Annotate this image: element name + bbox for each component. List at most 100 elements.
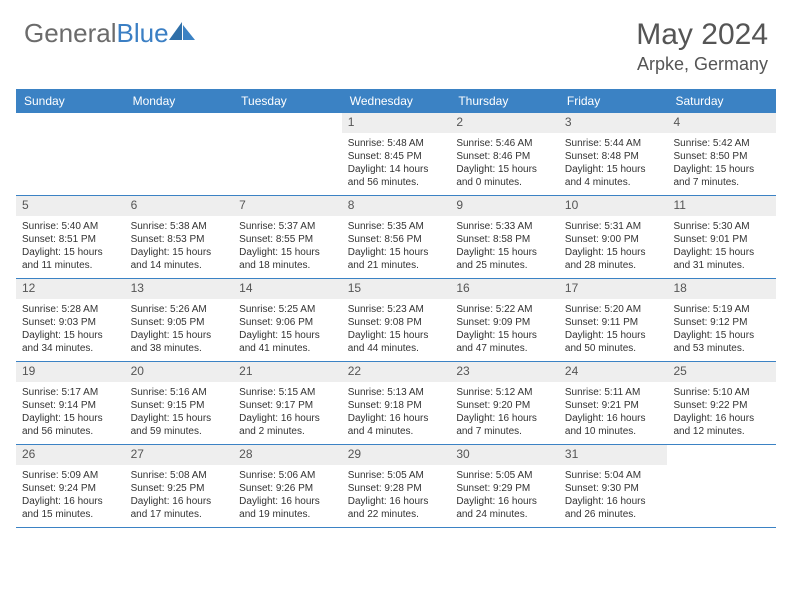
calendar-cell: 11Sunrise: 5:30 AMSunset: 9:01 PMDayligh… (667, 196, 776, 278)
calendar-cell: 12Sunrise: 5:28 AMSunset: 9:03 PMDayligh… (16, 279, 125, 361)
daylight-text: Daylight: 15 hours and 59 minutes. (131, 412, 228, 438)
day-number: 10 (559, 196, 668, 216)
day-number: 30 (450, 445, 559, 465)
sunset-text: Sunset: 9:03 PM (22, 316, 119, 329)
sunset-text: Sunset: 9:29 PM (456, 482, 553, 495)
sunrise-text: Sunrise: 5:16 AM (131, 386, 228, 399)
daylight-text: Daylight: 15 hours and 50 minutes. (565, 329, 662, 355)
daylight-text: Daylight: 15 hours and 38 minutes. (131, 329, 228, 355)
cell-body: Sunrise: 5:23 AMSunset: 9:08 PMDaylight:… (342, 301, 451, 359)
cell-body: Sunrise: 5:05 AMSunset: 9:28 PMDaylight:… (342, 467, 451, 525)
day-number: 23 (450, 362, 559, 382)
sunset-text: Sunset: 9:20 PM (456, 399, 553, 412)
day-number: 28 (233, 445, 342, 465)
day-number: 19 (16, 362, 125, 382)
daylight-text: Daylight: 15 hours and 11 minutes. (22, 246, 119, 272)
sunrise-text: Sunrise: 5:11 AM (565, 386, 662, 399)
cell-body: Sunrise: 5:20 AMSunset: 9:11 PMDaylight:… (559, 301, 668, 359)
day-number: 14 (233, 279, 342, 299)
calendar-cell: 17Sunrise: 5:20 AMSunset: 9:11 PMDayligh… (559, 279, 668, 361)
daylight-text: Daylight: 15 hours and 47 minutes. (456, 329, 553, 355)
calendar-cell: 16Sunrise: 5:22 AMSunset: 9:09 PMDayligh… (450, 279, 559, 361)
daylight-text: Daylight: 15 hours and 0 minutes. (456, 163, 553, 189)
sunset-text: Sunset: 8:48 PM (565, 150, 662, 163)
sail-icon (169, 20, 195, 40)
sunset-text: Sunset: 8:53 PM (131, 233, 228, 246)
sunset-text: Sunset: 9:22 PM (673, 399, 770, 412)
calendar-cell: 18Sunrise: 5:19 AMSunset: 9:12 PMDayligh… (667, 279, 776, 361)
title-block: May 2024 Arpke, Germany (636, 18, 768, 75)
calendar-grid: Sunday Monday Tuesday Wednesday Thursday… (16, 89, 776, 528)
calendar-cell: 4Sunrise: 5:42 AMSunset: 8:50 PMDaylight… (667, 113, 776, 195)
sunrise-text: Sunrise: 5:19 AM (673, 303, 770, 316)
calendar-cell: . (667, 445, 776, 527)
day-number: 25 (667, 362, 776, 382)
sunset-text: Sunset: 9:21 PM (565, 399, 662, 412)
sunrise-text: Sunrise: 5:30 AM (673, 220, 770, 233)
sunrise-text: Sunrise: 5:13 AM (348, 386, 445, 399)
calendar-cell: 8Sunrise: 5:35 AMSunset: 8:56 PMDaylight… (342, 196, 451, 278)
day-number: 13 (125, 279, 234, 299)
day-number: 5 (16, 196, 125, 216)
daylight-text: Daylight: 15 hours and 21 minutes. (348, 246, 445, 272)
sunset-text: Sunset: 8:51 PM (22, 233, 119, 246)
calendar-cell: 3Sunrise: 5:44 AMSunset: 8:48 PMDaylight… (559, 113, 668, 195)
daylight-text: Daylight: 15 hours and 44 minutes. (348, 329, 445, 355)
sunset-text: Sunset: 9:08 PM (348, 316, 445, 329)
calendar-cell: . (233, 113, 342, 195)
daylight-text: Daylight: 15 hours and 28 minutes. (565, 246, 662, 272)
day-number: 3 (559, 113, 668, 133)
day-number: 15 (342, 279, 451, 299)
cell-body: Sunrise: 5:13 AMSunset: 9:18 PMDaylight:… (342, 384, 451, 442)
dow-mon: Monday (125, 89, 234, 113)
daylight-text: Daylight: 16 hours and 15 minutes. (22, 495, 119, 521)
cell-body: Sunrise: 5:31 AMSunset: 9:00 PMDaylight:… (559, 218, 668, 276)
day-number: 4 (667, 113, 776, 133)
daylight-text: Daylight: 16 hours and 7 minutes. (456, 412, 553, 438)
sunrise-text: Sunrise: 5:10 AM (673, 386, 770, 399)
calendar-cell: 30Sunrise: 5:05 AMSunset: 9:29 PMDayligh… (450, 445, 559, 527)
daylight-text: Daylight: 16 hours and 4 minutes. (348, 412, 445, 438)
cell-body: Sunrise: 5:17 AMSunset: 9:14 PMDaylight:… (16, 384, 125, 442)
sunrise-text: Sunrise: 5:22 AM (456, 303, 553, 316)
dow-sun: Sunday (16, 89, 125, 113)
cell-body: Sunrise: 5:10 AMSunset: 9:22 PMDaylight:… (667, 384, 776, 442)
calendar-week: 12Sunrise: 5:28 AMSunset: 9:03 PMDayligh… (16, 279, 776, 362)
sunset-text: Sunset: 9:00 PM (565, 233, 662, 246)
cell-body: Sunrise: 5:22 AMSunset: 9:09 PMDaylight:… (450, 301, 559, 359)
calendar-cell: 26Sunrise: 5:09 AMSunset: 9:24 PMDayligh… (16, 445, 125, 527)
sunset-text: Sunset: 9:18 PM (348, 399, 445, 412)
sunrise-text: Sunrise: 5:09 AM (22, 469, 119, 482)
sunrise-text: Sunrise: 5:28 AM (22, 303, 119, 316)
daylight-text: Daylight: 16 hours and 17 minutes. (131, 495, 228, 521)
daylight-text: Daylight: 15 hours and 7 minutes. (673, 163, 770, 189)
daylight-text: Daylight: 14 hours and 56 minutes. (348, 163, 445, 189)
calendar-week: 26Sunrise: 5:09 AMSunset: 9:24 PMDayligh… (16, 445, 776, 528)
sunrise-text: Sunrise: 5:37 AM (239, 220, 336, 233)
sunrise-text: Sunrise: 5:35 AM (348, 220, 445, 233)
calendar-week: 5Sunrise: 5:40 AMSunset: 8:51 PMDaylight… (16, 196, 776, 279)
sunrise-text: Sunrise: 5:12 AM (456, 386, 553, 399)
cell-body: Sunrise: 5:44 AMSunset: 8:48 PMDaylight:… (559, 135, 668, 193)
calendar-cell: 9Sunrise: 5:33 AMSunset: 8:58 PMDaylight… (450, 196, 559, 278)
sunset-text: Sunset: 9:25 PM (131, 482, 228, 495)
daylight-text: Daylight: 15 hours and 34 minutes. (22, 329, 119, 355)
cell-body: Sunrise: 5:09 AMSunset: 9:24 PMDaylight:… (16, 467, 125, 525)
cell-body: Sunrise: 5:12 AMSunset: 9:20 PMDaylight:… (450, 384, 559, 442)
sunrise-text: Sunrise: 5:26 AM (131, 303, 228, 316)
sunset-text: Sunset: 8:45 PM (348, 150, 445, 163)
calendar-cell: . (125, 113, 234, 195)
sunset-text: Sunset: 9:12 PM (673, 316, 770, 329)
calendar-cell: 1Sunrise: 5:48 AMSunset: 8:45 PMDaylight… (342, 113, 451, 195)
calendar-cell: 24Sunrise: 5:11 AMSunset: 9:21 PMDayligh… (559, 362, 668, 444)
calendar-cell: 23Sunrise: 5:12 AMSunset: 9:20 PMDayligh… (450, 362, 559, 444)
daylight-text: Daylight: 15 hours and 14 minutes. (131, 246, 228, 272)
page-header: GeneralBlue May 2024 Arpke, Germany (0, 0, 792, 83)
daylight-text: Daylight: 15 hours and 25 minutes. (456, 246, 553, 272)
day-number: 21 (233, 362, 342, 382)
cell-body: Sunrise: 5:28 AMSunset: 9:03 PMDaylight:… (16, 301, 125, 359)
cell-body: Sunrise: 5:25 AMSunset: 9:06 PMDaylight:… (233, 301, 342, 359)
sunset-text: Sunset: 9:17 PM (239, 399, 336, 412)
day-number: 16 (450, 279, 559, 299)
sunrise-text: Sunrise: 5:06 AM (239, 469, 336, 482)
